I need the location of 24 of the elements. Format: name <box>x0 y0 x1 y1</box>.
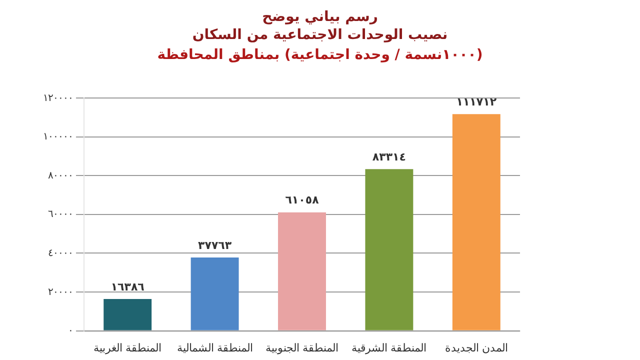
y-tick-label: ٦٠٠٠٠ <box>48 209 73 220</box>
data-label: ٣٧٧٦٣ <box>198 238 232 252</box>
data-label: ٨٣٣١٤ <box>372 150 406 164</box>
chart-title: رسم بياني يوضح نصيب الوحدات الاجتماعية من السكان <box>191 8 449 44</box>
y-tick-label: ١٢٠٠٠٠ <box>43 92 73 104</box>
bar <box>190 258 239 330</box>
y-tick-label: ٨٠٠٠٠ <box>48 170 73 182</box>
data-label: ١١١٧١٢ <box>456 95 497 108</box>
x-tick-label: المدن الجديدة <box>444 342 508 354</box>
data-label: ١٦٣٨٦ <box>110 280 145 294</box>
y-tick-label: ١٠٠٠٠٠ <box>43 132 73 143</box>
bar <box>104 299 152 330</box>
chart-subtitle: (١٠٠٠نسمة / وحدة اجتماعية) بمناطق المحافظة <box>156 46 484 64</box>
y-tick-label: ٢٠٠٠٠ <box>48 286 73 298</box>
x-tick-label: المنطقة الشرقية <box>352 342 427 354</box>
bar <box>365 169 414 330</box>
x-tick-label: المنطقة الجنوبية <box>265 342 339 354</box>
x-tick-label: المنطقة الغربية <box>94 342 162 354</box>
bar <box>278 212 326 330</box>
bar <box>452 114 500 330</box>
y-tick-label: ٤٠٠٠٠ <box>48 248 73 259</box>
x-tick-label: المنطقة الشمالية <box>176 342 253 354</box>
y-tick-label: ٠ <box>68 326 73 337</box>
data-label: ٦١٠٥٨ <box>285 194 320 207</box>
